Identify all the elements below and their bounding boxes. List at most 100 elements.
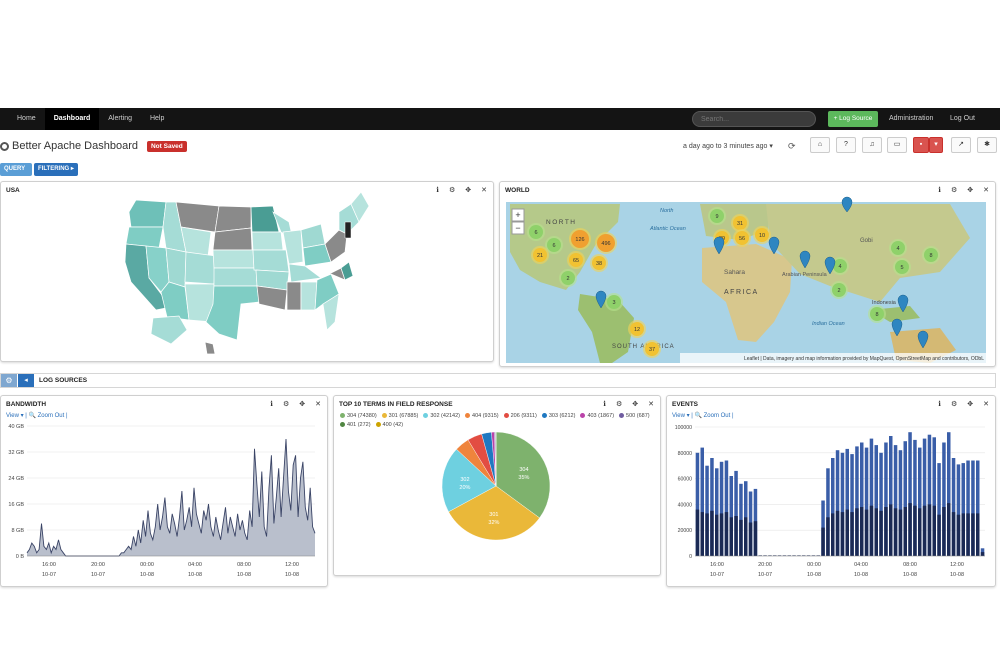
- x-tick-date: 10-08: [950, 572, 964, 578]
- save-icon[interactable]: ▪: [913, 137, 929, 153]
- refresh-icon[interactable]: ⟳: [788, 141, 796, 151]
- close-icon[interactable]: ✕: [983, 401, 989, 408]
- cluster-marker: [895, 260, 909, 274]
- folder-open-icon[interactable]: ▭: [887, 137, 907, 153]
- help-icon[interactable]: ?: [836, 137, 856, 153]
- bar-series-secondary: [734, 516, 738, 556]
- pie-legend: 304 (74380) 301 (67885) 302 (42142) 404 (93…: [340, 412, 656, 430]
- legend-label: 403 (1867): [587, 413, 615, 419]
- move-icon[interactable]: ✥: [465, 187, 472, 194]
- bar-series-primary: [879, 452, 883, 556]
- move-icon[interactable]: ✥: [967, 401, 974, 408]
- gear-icon[interactable]: ⚙: [615, 401, 623, 408]
- bandwidth-chart[interactable]: 40 GB 32 GB 24 GB 16 GB 8 GB 0 B 16:00 10-07 20:…: [1, 396, 328, 587]
- move-icon[interactable]: ✥: [299, 401, 306, 408]
- panel-title: BANDWIDTH: [6, 401, 47, 408]
- bar-series-primary: [715, 468, 719, 556]
- legend-item[interactable]: 400 (42): [375, 421, 403, 430]
- bar-series-primary: [898, 450, 903, 556]
- gear-icon[interactable]: ⚙: [950, 401, 958, 408]
- bar-series-secondary: [898, 509, 903, 556]
- legend-item[interactable]: 206 (9311): [503, 412, 537, 421]
- nav-logout[interactable]: Log Out: [950, 115, 975, 122]
- cluster-count: 37: [649, 347, 655, 353]
- legend-item[interactable]: 500 (687): [619, 412, 650, 421]
- time-range-picker[interactable]: a day ago to 3 minutes ago ▾: [683, 143, 773, 150]
- query-toggle[interactable]: QUERY ▸: [0, 163, 32, 185]
- nav-home[interactable]: Home: [17, 115, 36, 122]
- bar-series-primary: [913, 439, 917, 556]
- world-map[interactable]: + − NORTH AFRICA Sahara Arabian Peninsul…: [500, 182, 996, 367]
- legend-item[interactable]: 302 (42142): [423, 412, 460, 421]
- chevron-left-icon[interactable]: ◂: [18, 374, 34, 387]
- map-state: [213, 267, 258, 287]
- home-icon[interactable]: ⌂: [810, 137, 830, 153]
- gear-icon[interactable]: ✱: [977, 137, 997, 153]
- bar-series-primary: [729, 476, 733, 556]
- move-icon[interactable]: ✥: [632, 401, 639, 408]
- info-icon[interactable]: ℹ: [436, 187, 439, 194]
- nav-help[interactable]: Help: [149, 115, 165, 122]
- info-icon[interactable]: ℹ: [938, 187, 941, 194]
- world-panel: WORLD ℹ ⚙ ✥ ✕ + − NORTH AFRICA Sahara: [499, 181, 996, 367]
- legend-item[interactable]: 304 (74380): [340, 412, 377, 421]
- legend-item[interactable]: 404 (9315): [465, 412, 499, 421]
- filtering-toggle[interactable]: FILTERING ▸: [34, 163, 78, 176]
- close-icon[interactable]: ✕: [315, 401, 321, 408]
- bar-series-primary: [889, 436, 893, 556]
- bar-series-primary: [874, 445, 878, 556]
- map-state: [160, 281, 190, 321]
- cluster-marker: [571, 230, 589, 248]
- nav-administration[interactable]: Administration: [889, 115, 934, 122]
- x-tick-date: 10-08: [807, 572, 821, 578]
- events-chart[interactable]: 100000 80000 60000 40000 20000 0 16:00 10-07 20:…: [667, 396, 996, 587]
- bar-series-primary: [710, 458, 714, 556]
- nav-alerting[interactable]: Alerting: [108, 115, 132, 122]
- legend-swatch: [580, 412, 586, 418]
- close-icon[interactable]: ✕: [648, 401, 654, 408]
- move-icon[interactable]: ✥: [967, 187, 974, 194]
- map-pin-icon: [841, 196, 853, 213]
- legend-swatch: [340, 412, 345, 418]
- bar-series-secondary: [976, 513, 980, 556]
- cluster-count: 6: [534, 230, 537, 236]
- panel-controls: ℹ ⚙ ✥ ✕: [938, 186, 989, 194]
- nav-dashboard[interactable]: Dashboard: [44, 108, 100, 130]
- map-pin-icon: [595, 290, 607, 309]
- panel-controls: ℹ ⚙ ✥ ✕: [603, 400, 654, 408]
- map-pin-icon: [713, 236, 725, 255]
- bar-series-secondary: [705, 513, 709, 556]
- bar-series-secondary: [724, 512, 729, 556]
- terms-pie-chart[interactable]: 304 35% 301 32% 302 20%: [334, 396, 661, 576]
- bar-series-secondary: [903, 507, 907, 556]
- search-input[interactable]: [692, 111, 816, 127]
- legend-item[interactable]: 303 (6212): [541, 412, 575, 421]
- gear-icon[interactable]: ⚙: [950, 187, 958, 194]
- info-icon[interactable]: ℹ: [938, 401, 941, 408]
- info-icon[interactable]: ℹ: [270, 401, 273, 408]
- bar-series-primary: [869, 438, 874, 556]
- bell-icon[interactable]: ♫: [862, 137, 882, 153]
- legend-item[interactable]: 401 (272): [340, 421, 371, 430]
- add-log-source-button[interactable]: + Log Source: [828, 111, 878, 127]
- map-pin-icon: [917, 330, 929, 349]
- close-icon[interactable]: ✕: [481, 187, 487, 194]
- bar-series-secondary: [884, 507, 888, 556]
- legend-item[interactable]: 301 (67885): [381, 412, 418, 421]
- view-zoom-links[interactable]: View ▾ | 🔍 Zoom Out |: [6, 413, 68, 419]
- info-icon[interactable]: ℹ: [603, 401, 606, 408]
- close-icon[interactable]: ✕: [983, 187, 989, 194]
- legend-item[interactable]: 403 (1867): [580, 412, 614, 421]
- save-dropdown-icon[interactable]: ▾: [929, 137, 943, 153]
- view-zoom-links[interactable]: View ▾ | 🔍 Zoom Out |: [672, 413, 734, 419]
- gear-icon[interactable]: ⚙: [1, 374, 17, 387]
- bandwidth-area: [27, 439, 315, 556]
- share-icon[interactable]: ↗: [951, 137, 971, 153]
- map-label: NORTH: [546, 219, 577, 226]
- gear-icon[interactable]: ⚙: [448, 187, 456, 194]
- marker-clusters: 66126496216538293129561045824312378: [527, 207, 940, 358]
- cluster-count: 21: [537, 253, 543, 259]
- cluster-count: 56: [739, 236, 745, 242]
- gear-icon[interactable]: ⚙: [282, 401, 290, 408]
- bar-series-primary: [918, 447, 922, 556]
